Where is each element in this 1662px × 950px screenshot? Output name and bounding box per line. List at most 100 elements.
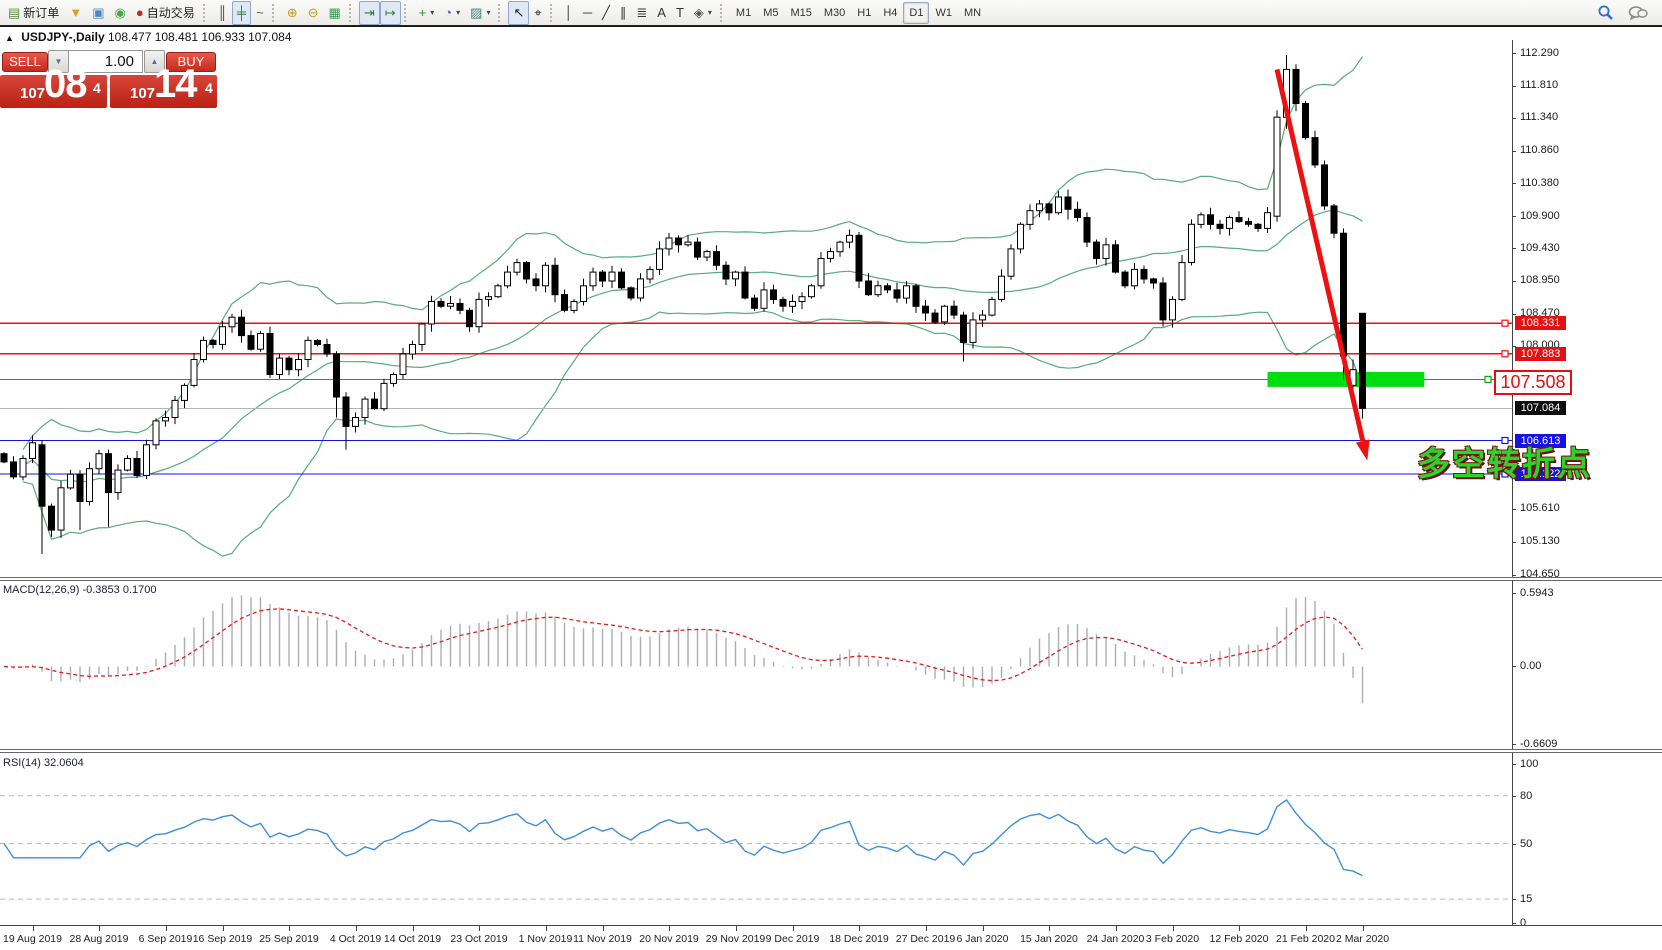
timeframe-h1[interactable]: H1 bbox=[857, 6, 872, 19]
date-axis-label[interactable]: 19 Aug 2019 bbox=[3, 933, 62, 945]
date-axis-label[interactable]: 9 Dec 2019 bbox=[765, 933, 820, 945]
date-axis-label[interactable]: 24 Jan 2020 bbox=[1086, 933, 1145, 945]
dropdown-caret-icon[interactable]: ▾ bbox=[486, 8, 491, 17]
zoom-out-button[interactable]: ⊖ bbox=[303, 1, 324, 25]
date-axis-label[interactable]: 21 Feb 2020 bbox=[1276, 933, 1335, 945]
cursor-button[interactable]: ↖ bbox=[508, 0, 530, 25]
date-tick bbox=[1049, 926, 1050, 931]
timeframe-m5[interactable]: M5 bbox=[763, 6, 779, 19]
price-axis[interactable] bbox=[1512, 40, 1662, 925]
timeframe-mn[interactable]: MN bbox=[963, 6, 982, 19]
buy-button[interactable]: BUY bbox=[166, 52, 216, 72]
timeframe-m30[interactable]: M30 bbox=[823, 6, 846, 19]
candle-chart-icon: ╪ bbox=[236, 5, 247, 20]
axis-tick bbox=[1512, 248, 1516, 250]
date-axis-label[interactable]: 1 Nov 2019 bbox=[518, 933, 573, 945]
price-callout-label[interactable]: 107.508 bbox=[1494, 370, 1572, 395]
fibonacci-button[interactable]: ≣ bbox=[631, 1, 652, 25]
date-axis-label[interactable]: 15 Jan 2020 bbox=[1020, 933, 1078, 945]
toolbar-grip[interactable] bbox=[271, 3, 278, 22]
pane-separator-rsi[interactable] bbox=[0, 749, 1662, 753]
price-badge: 107.883 bbox=[1515, 346, 1566, 361]
signal-icon: ◉ bbox=[114, 5, 126, 20]
toolbar-grip[interactable] bbox=[348, 3, 355, 22]
dropdown-caret-icon[interactable]: ▾ bbox=[430, 8, 435, 17]
date-axis-label[interactable]: 4 Oct 2019 bbox=[329, 933, 382, 945]
sell-price-display[interactable]: 107 08 4 bbox=[0, 62, 107, 108]
date-axis-label[interactable]: 16 Sep 2019 bbox=[192, 933, 253, 945]
date-axis-label[interactable]: 6 Jan 2020 bbox=[956, 933, 1009, 945]
annotation-text[interactable]: 多空转折点 bbox=[1417, 445, 1592, 482]
date-axis-label[interactable]: 14 Oct 2019 bbox=[383, 933, 442, 945]
channel-button[interactable]: ∥ bbox=[615, 1, 632, 25]
date-axis-label[interactable]: 25 Sep 2019 bbox=[259, 933, 319, 945]
date-axis-label[interactable]: 27 Dec 2019 bbox=[895, 933, 956, 945]
date-axis-label[interactable]: 20 Nov 2019 bbox=[639, 933, 699, 945]
funnel-icon: ▼ bbox=[69, 5, 83, 20]
toolbar-grip[interactable] bbox=[403, 3, 410, 22]
autotrade-button[interactable]: ● 自动交易 bbox=[131, 1, 200, 25]
price-axis-label: 111.340 bbox=[1520, 111, 1559, 124]
toolbar-grip[interactable] bbox=[719, 3, 726, 22]
profiles-button[interactable]: ▣ bbox=[87, 1, 109, 25]
axis-tick bbox=[1512, 117, 1516, 119]
timeframe-d1[interactable]: D1 bbox=[903, 1, 930, 24]
toolbar-grip[interactable] bbox=[202, 3, 209, 22]
axis-tick bbox=[1512, 923, 1516, 924]
date-axis-label[interactable]: 3 Feb 2020 bbox=[1145, 933, 1200, 945]
dropdown-caret-icon[interactable]: ▾ bbox=[456, 8, 461, 17]
sell-button[interactable]: SELL bbox=[2, 52, 48, 72]
timeframe-m15[interactable]: M15 bbox=[790, 6, 812, 19]
volume-input[interactable]: 1.00 bbox=[68, 50, 143, 73]
vline-button[interactable]: │ bbox=[560, 1, 578, 25]
signals-button[interactable]: ◉ bbox=[109, 1, 130, 25]
crosshair-button[interactable]: ⌖ bbox=[529, 1, 546, 25]
chart-shift-button[interactable]: ↦ bbox=[379, 0, 401, 25]
zoom-in-button[interactable]: ⊕ bbox=[282, 1, 303, 25]
date-tick bbox=[545, 926, 547, 931]
new-order-button[interactable]: ▤ 新订单 bbox=[3, 1, 64, 25]
date-axis-label[interactable]: 28 Aug 2019 bbox=[69, 933, 129, 945]
timeframe-w1[interactable]: W1 bbox=[935, 6, 952, 19]
auto-scroll-button[interactable]: ⇥ bbox=[358, 0, 380, 25]
trendline-button[interactable]: ╱ bbox=[597, 1, 615, 25]
axis-tick bbox=[1512, 744, 1516, 745]
axis-tick bbox=[1512, 508, 1516, 510]
date-axis-label[interactable]: 23 Oct 2019 bbox=[450, 933, 508, 945]
buy-price-display[interactable]: 107 14 4 bbox=[110, 62, 217, 108]
date-axis-label[interactable]: 6 Sep 2019 bbox=[138, 933, 193, 945]
collapse-icon[interactable]: ▲ bbox=[5, 33, 14, 43]
search-icon[interactable] bbox=[1597, 4, 1614, 21]
shapes-button[interactable]: ◈ ▾ bbox=[689, 1, 717, 25]
dropdown-caret-icon[interactable]: ▾ bbox=[707, 8, 712, 17]
periods-button[interactable]: ◔ ▾ bbox=[439, 1, 465, 25]
volume-increase-button[interactable]: ▲ bbox=[144, 50, 165, 73]
line-chart-button[interactable]: ~ bbox=[251, 1, 269, 25]
bar-chart-button[interactable]: ║ bbox=[213, 1, 232, 25]
text-button[interactable]: A bbox=[652, 1, 671, 25]
toolbar-grip[interactable] bbox=[498, 3, 504, 22]
timeframe-h4[interactable]: H4 bbox=[883, 6, 898, 19]
axis-tick bbox=[1512, 183, 1516, 185]
chat-icon[interactable] bbox=[1628, 5, 1648, 21]
indicators-button[interactable]: + ▾ bbox=[414, 1, 440, 25]
price-axis-label: 109.900 bbox=[1520, 209, 1560, 222]
hline-button[interactable]: ─ bbox=[578, 1, 597, 25]
templates-button[interactable]: ▨ ▾ bbox=[465, 1, 495, 25]
tile-windows-button[interactable]: ▦ bbox=[324, 1, 346, 25]
pane-separator-macd[interactable] bbox=[0, 577, 1662, 581]
trendline-icon: ╱ bbox=[602, 5, 610, 20]
date-axis-label[interactable]: 2 Mar 2020 bbox=[1335, 933, 1390, 945]
axis-tick bbox=[1512, 899, 1516, 901]
toolbar-grip[interactable] bbox=[549, 3, 556, 22]
timeframe-m1[interactable]: M1 bbox=[735, 6, 752, 19]
candle-chart-button[interactable]: ╪ bbox=[231, 0, 252, 25]
label-button[interactable]: T bbox=[671, 1, 689, 25]
date-axis-label[interactable]: 29 Nov 2019 bbox=[705, 933, 766, 945]
date-axis-label[interactable]: 11 Nov 2019 bbox=[573, 933, 632, 945]
date-tick bbox=[165, 926, 167, 931]
date-axis-label[interactable]: 12 Feb 2020 bbox=[1209, 933, 1269, 945]
funnel-button[interactable]: ▼ bbox=[64, 1, 87, 25]
date-axis-label[interactable]: 18 Dec 2019 bbox=[829, 933, 889, 945]
